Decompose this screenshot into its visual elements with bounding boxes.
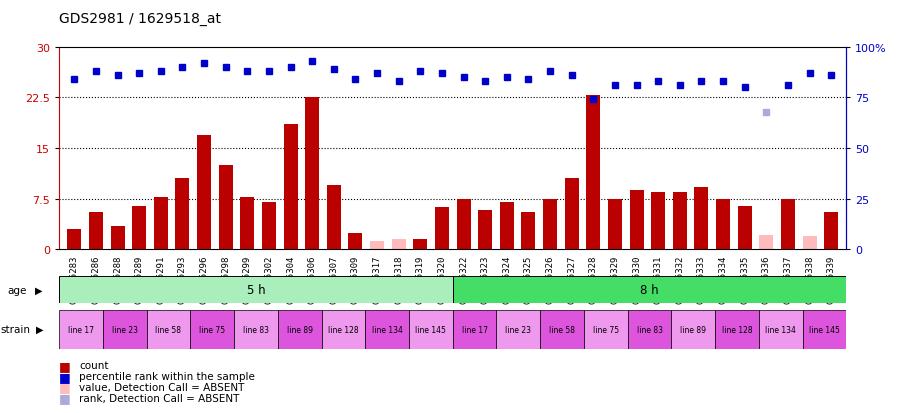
Text: ■: ■ <box>59 359 71 372</box>
Bar <box>541 310 584 349</box>
Bar <box>176 179 189 250</box>
Bar <box>370 242 384 250</box>
Bar <box>452 310 497 349</box>
Bar <box>110 226 125 250</box>
Bar <box>218 166 233 250</box>
Text: 8 h: 8 h <box>641 284 659 297</box>
Text: line 17: line 17 <box>68 325 94 334</box>
Bar <box>197 135 211 250</box>
Bar <box>349 233 362 250</box>
Bar <box>59 277 452 304</box>
Bar <box>154 197 167 250</box>
Text: 5 h: 5 h <box>247 284 265 297</box>
Bar <box>59 310 103 349</box>
Text: ■: ■ <box>59 370 71 383</box>
Bar <box>759 235 774 250</box>
Text: GDS2981 / 1629518_at: GDS2981 / 1629518_at <box>59 12 221 26</box>
Text: line 89: line 89 <box>287 325 313 334</box>
Text: line 128: line 128 <box>722 325 753 334</box>
Text: line 83: line 83 <box>243 325 269 334</box>
Bar <box>628 310 672 349</box>
Bar <box>321 310 365 349</box>
Bar <box>327 186 341 250</box>
Text: line 145: line 145 <box>416 325 446 334</box>
Text: ▶: ▶ <box>35 285 42 295</box>
Bar <box>234 310 278 349</box>
Bar <box>413 240 428 250</box>
Bar <box>564 179 579 250</box>
Bar <box>716 199 730 250</box>
Text: line 134: line 134 <box>371 325 402 334</box>
Bar <box>240 197 254 250</box>
Bar <box>132 206 147 250</box>
Text: line 58: line 58 <box>156 325 181 334</box>
Text: line 75: line 75 <box>199 325 226 334</box>
Bar <box>262 203 276 250</box>
Text: age: age <box>7 285 26 295</box>
Text: ■: ■ <box>59 391 71 404</box>
Text: rank, Detection Call = ABSENT: rank, Detection Call = ABSENT <box>79 393 239 403</box>
Bar <box>824 213 838 250</box>
Text: ▶: ▶ <box>36 324 44 335</box>
Text: line 75: line 75 <box>592 325 619 334</box>
Text: value, Detection Call = ABSENT: value, Detection Call = ABSENT <box>79 382 245 392</box>
Text: line 145: line 145 <box>809 325 840 334</box>
Text: strain: strain <box>1 324 31 335</box>
Bar <box>584 310 628 349</box>
Bar <box>543 199 557 250</box>
Bar <box>89 213 103 250</box>
Bar <box>147 310 190 349</box>
Text: line 58: line 58 <box>549 325 575 334</box>
Bar <box>190 310 234 349</box>
Bar <box>284 125 298 250</box>
Bar <box>608 199 622 250</box>
Text: line 17: line 17 <box>461 325 488 334</box>
Text: ■: ■ <box>59 380 71 394</box>
Bar <box>672 192 687 250</box>
Bar <box>672 310 715 349</box>
Bar <box>630 190 643 250</box>
Bar <box>521 213 535 250</box>
Bar <box>391 240 406 250</box>
Text: line 89: line 89 <box>681 325 706 334</box>
Bar <box>435 207 449 250</box>
Bar <box>803 310 846 349</box>
Bar <box>457 199 470 250</box>
Bar <box>500 203 514 250</box>
Bar <box>497 310 541 349</box>
Text: line 83: line 83 <box>636 325 662 334</box>
Bar <box>652 192 665 250</box>
Text: line 23: line 23 <box>505 325 531 334</box>
Bar <box>452 277 846 304</box>
Text: line 134: line 134 <box>765 325 796 334</box>
Bar <box>803 236 816 250</box>
Bar <box>781 199 795 250</box>
Text: count: count <box>79 361 108 370</box>
Text: line 23: line 23 <box>112 325 137 334</box>
Text: line 128: line 128 <box>329 325 359 334</box>
Bar <box>365 310 409 349</box>
Text: percentile rank within the sample: percentile rank within the sample <box>79 371 255 381</box>
Bar <box>694 188 709 250</box>
Bar <box>103 310 147 349</box>
Bar <box>715 310 759 349</box>
Bar <box>305 98 319 250</box>
Bar <box>278 310 321 349</box>
Bar <box>738 206 752 250</box>
Bar <box>478 211 492 250</box>
Bar <box>67 230 81 250</box>
Bar <box>409 310 452 349</box>
Bar <box>586 96 601 250</box>
Bar <box>759 310 803 349</box>
